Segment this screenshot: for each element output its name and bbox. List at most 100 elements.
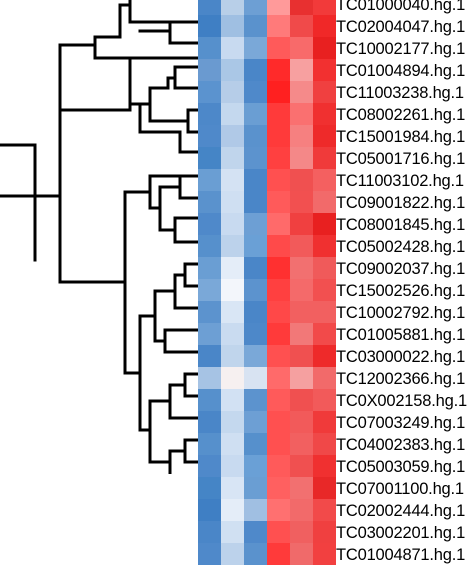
heatmap-cell (221, 81, 244, 103)
row-label: TC08001845.hg.1 (336, 216, 466, 234)
heatmap-cell (313, 257, 336, 279)
heatmap-cell (198, 147, 221, 169)
heatmap-cell (313, 411, 336, 433)
heatmap-cell (290, 543, 313, 565)
heatmap-cell (221, 103, 244, 125)
heatmap-cell (198, 301, 221, 323)
heatmap-cell (221, 0, 244, 15)
heatmap-cell (198, 433, 221, 455)
heatmap-cell (244, 213, 267, 235)
heatmap-cell (221, 213, 244, 235)
heatmap-cell (244, 191, 267, 213)
heatmap-cell (313, 279, 336, 301)
heatmap-cell (267, 367, 290, 389)
heatmap-cell (198, 235, 221, 257)
heatmap-cell (244, 301, 267, 323)
heatmap-cell (221, 411, 244, 433)
heatmap-cell (290, 367, 313, 389)
heatmap-cell (313, 191, 336, 213)
row-label: TC02002444.hg.1 (336, 502, 466, 520)
heatmap-cell (290, 279, 313, 301)
row-label: TC08002261.hg.1 (336, 106, 466, 124)
row-label: TC01004871.hg.1 (336, 546, 466, 564)
row-label: TC03002201.hg.1 (336, 524, 466, 542)
heatmap-cell (198, 389, 221, 411)
heatmap-cell (221, 323, 244, 345)
heatmap-cell (290, 213, 313, 235)
heatmap-cell (221, 15, 244, 37)
row-label: TC05002428.hg.1 (336, 238, 466, 256)
heatmap-cell (313, 389, 336, 411)
heatmap-cell (290, 521, 313, 543)
heatmap-cell (313, 147, 336, 169)
heatmap-cell (244, 0, 267, 15)
heatmap-cell (313, 433, 336, 455)
heatmap-cell (267, 191, 290, 213)
heatmap-cell (290, 257, 313, 279)
heatmap-cell (221, 301, 244, 323)
heatmap-cell (313, 323, 336, 345)
heatmap-cell (198, 411, 221, 433)
heatmap-cell (198, 169, 221, 191)
row-label: TC01000040.hg.1 (336, 0, 466, 14)
heatmap-cell (221, 455, 244, 477)
heatmap-cell (313, 543, 336, 565)
heatmap-cell (198, 15, 221, 37)
heatmap-cell (267, 169, 290, 191)
heatmap-cell (221, 345, 244, 367)
heatmap-cell (198, 125, 221, 147)
row-label: TC12002366.hg.1 (336, 370, 466, 388)
heatmap-cell (198, 37, 221, 59)
heatmap-cell (313, 59, 336, 81)
heatmap-cell (290, 235, 313, 257)
heatmap-cell (221, 367, 244, 389)
heatmap-cell (244, 499, 267, 521)
heatmap-cell (244, 103, 267, 125)
row-dendrogram (0, 0, 198, 474)
heatmap-cell (267, 543, 290, 565)
row-label: TC10002177.hg.1 (336, 40, 466, 58)
heatmap-cell (290, 37, 313, 59)
heatmap-cell (221, 169, 244, 191)
heatmap-cell (198, 345, 221, 367)
heatmap-cell (267, 411, 290, 433)
heatmap-cell (313, 521, 336, 543)
heatmap-cell (313, 213, 336, 235)
heatmap-cell (267, 521, 290, 543)
heatmap-cell (290, 191, 313, 213)
heatmap-cell (221, 235, 244, 257)
heatmap-cell (221, 257, 244, 279)
heatmap-cell (198, 455, 221, 477)
row-label: TC07001100.hg.1 (336, 480, 464, 498)
heatmap-cell (313, 125, 336, 147)
heatmap-cell (198, 59, 221, 81)
heatmap-cell (198, 81, 221, 103)
row-label: TC15002526.hg.1 (336, 282, 466, 300)
heatmap-cell (290, 345, 313, 367)
heatmap-cell (267, 0, 290, 15)
heatmap-cell (290, 0, 313, 15)
heatmap-cell (244, 433, 267, 455)
heatmap-cell (198, 543, 221, 565)
row-label: TC09002037.hg.1 (336, 260, 466, 278)
heatmap-cell (290, 455, 313, 477)
heatmap-cell (244, 477, 267, 499)
heatmap-cell (290, 81, 313, 103)
heatmap-cell (244, 37, 267, 59)
heatmap-cell (198, 477, 221, 499)
heatmap-cell (198, 257, 221, 279)
heatmap-cell (267, 147, 290, 169)
heatmap-cell (198, 279, 221, 301)
heatmap-cell (221, 147, 244, 169)
heatmap-cell (267, 213, 290, 235)
heatmap-cell (221, 191, 244, 213)
heatmap-cell (221, 477, 244, 499)
heatmap-cell (290, 169, 313, 191)
heatmap-cell (313, 235, 336, 257)
heatmap-cell (267, 433, 290, 455)
heatmap-cell (290, 103, 313, 125)
heatmap-cell (267, 37, 290, 59)
heatmap-cell (313, 103, 336, 125)
heatmap-cell (313, 455, 336, 477)
heatmap-cell (221, 37, 244, 59)
